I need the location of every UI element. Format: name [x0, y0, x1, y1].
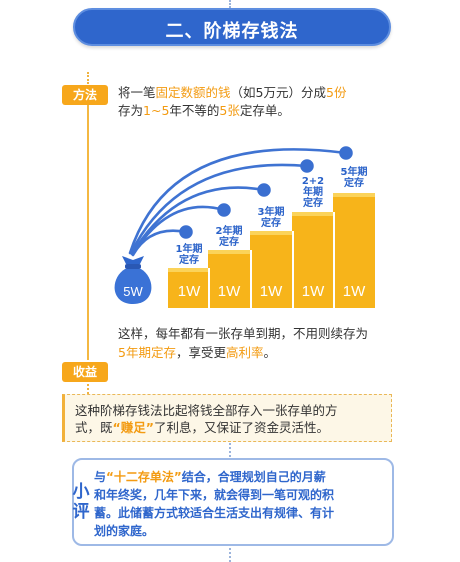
timeline-top [87, 72, 89, 84]
review-line-3: 蓄。此储蓄方式较适合生活支出有规律、有计 [94, 506, 335, 520]
money-bag-icon: 5W [108, 254, 158, 306]
top-connector [229, 0, 231, 8]
timeline-bottom [87, 380, 89, 394]
bar-4-term-label: 2+2 年期 定存 [301, 176, 325, 209]
review-line-4: 划的家庭。 [94, 524, 155, 538]
bar-divider [292, 231, 294, 308]
review-line-1: 与“十二存单法”结合，合理规划自己的月薪 [94, 470, 326, 484]
bottom-connector [229, 548, 231, 562]
bag-label: 5W [123, 284, 143, 299]
review-badge: 小评 [72, 482, 90, 522]
bar-divider [208, 268, 210, 308]
bar-divider [333, 212, 335, 308]
benefit-line-1: 这种阶梯存钱法比起将钱全部存入一张存单的方 [75, 403, 338, 418]
method-line-1: 将一笔固定数额的钱（如5万元）分成5份 [118, 85, 347, 100]
review-box: 小评 与“十二存单法”结合，合理规划自己的月薪 和年终奖，几年下来，就会得到一笔… [72, 458, 394, 546]
summary-text: 这样，每年都有一张存单到期，不用则续存为 5年期定存，享受更高利率。 [118, 324, 418, 362]
bar-2-term-label: 2年期 定存 [215, 226, 243, 248]
bar-5-term-label: 5年期 定存 [340, 167, 368, 189]
benefit-badge: 收益 [62, 362, 108, 382]
timeline-line [87, 104, 89, 360]
review-text: 与“十二存单法”结合，合理规划自己的月薪 和年终奖，几年下来，就会得到一笔可观的… [94, 468, 390, 540]
benefit-line-2: 式，既“赚足”了利息，又保证了资金灵活性。 [75, 420, 329, 435]
summary-line-2: 5年期定存，享受更高利率。 [118, 345, 276, 360]
bar-2-year: 1W [208, 250, 250, 308]
benefit-text: 这种阶梯存钱法比起将钱全部存入一张存单的方 式，既“赚足”了利息，又保证了资金灵… [75, 402, 391, 436]
summary-line-1: 这样，每年都有一张存单到期，不用则续存为 [118, 326, 369, 341]
bar-3-year: 1W [250, 231, 292, 308]
review-line-2: 和年终奖，几年下来，就会得到一笔可观的积 [94, 488, 335, 502]
arc-3-year [130, 183, 271, 256]
bar-5-year: 1W [333, 193, 375, 308]
bar-1-term-label: 1年期 定存 [175, 244, 203, 266]
section-header: 二、阶梯存钱法 [73, 8, 391, 46]
section-title: 二、阶梯存钱法 [165, 21, 299, 42]
bar-4-year: 1W [292, 212, 334, 308]
bar-3-term-label: 3年期 定存 [257, 207, 285, 229]
method-badge: 方法 [62, 85, 108, 105]
method-text: 将一笔固定数额的钱（如5万元）分成5份 存为1~5年不等的5张定存单。 [118, 84, 448, 120]
arc-4-year [129, 159, 314, 255]
benefit-box: 这种阶梯存钱法比起将钱全部存入一张存单的方 式，既“赚足”了利息，又保证了资金灵… [62, 394, 392, 442]
bar-1-year: 1W [168, 268, 210, 308]
arc-5-year [128, 146, 353, 255]
mid-connector [229, 443, 231, 457]
bar-divider [250, 250, 252, 308]
method-line-2: 存为1~5年不等的5张定存单。 [118, 103, 290, 118]
